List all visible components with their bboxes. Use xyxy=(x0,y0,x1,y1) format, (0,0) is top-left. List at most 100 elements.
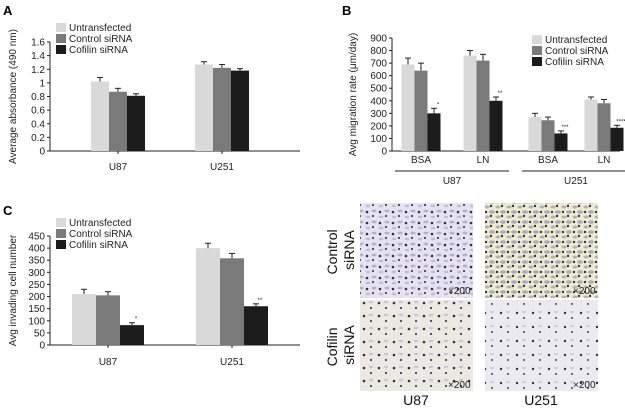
panel-b-bar-cofilin-sirna xyxy=(554,133,568,151)
panel-c-legend-swatch xyxy=(56,218,66,227)
panel-a-category-label: U87 xyxy=(109,162,128,173)
panel-a-y-tick-label: 0 xyxy=(39,147,45,158)
panel-b-bar-control-sirna xyxy=(597,103,611,151)
panel-b-group-label: U87 xyxy=(443,176,462,187)
panel-b-bar-untransfected xyxy=(584,99,598,151)
panel-a-bar-untransfected xyxy=(91,81,109,151)
panel-b-legend-label: Control siRNA xyxy=(545,46,609,57)
panel-a-legend-label: Untransfected xyxy=(69,23,131,34)
panel-c-y-tick-label: 350 xyxy=(28,256,45,267)
panel-b-significance: ** xyxy=(498,91,503,97)
row-label-control-line2: siRNA xyxy=(341,230,357,270)
row-label-control-line1: Control xyxy=(324,229,340,274)
row-label-cofilin: Cofilin siRNA xyxy=(324,324,357,367)
panel-b-y-tick-label: 800 xyxy=(370,46,387,57)
panel-b-legend-swatch xyxy=(532,46,542,55)
panel-a-bar-control-sirna xyxy=(109,91,127,151)
panel-b-significance: *** xyxy=(561,125,569,131)
panel-a-y-label: Average absorbance (490 nm) xyxy=(8,29,19,164)
panel-b-bar-cofilin-sirna xyxy=(427,113,441,151)
panel-b-category-label: LN xyxy=(477,155,490,166)
panel-c-y-tick-label: 250 xyxy=(28,280,45,291)
panel-b-group-label: U251 xyxy=(564,176,588,187)
panel-b-significance: * xyxy=(437,102,440,108)
panel-c-y-label: Avg invading cell number xyxy=(8,234,19,346)
panel-b-y-tick-label: 200 xyxy=(370,121,387,132)
magnification-label: ×200 xyxy=(573,380,596,391)
panel-a-legend-label: Control siRNA xyxy=(69,34,133,45)
micrograph-cofilin-u251-cells xyxy=(485,300,598,391)
panel-a-bar-control-sirna xyxy=(213,67,231,151)
panel-c-legend-label: Cofilin siRNA xyxy=(69,240,128,251)
panel-c-legend-label: Control siRNA xyxy=(69,229,133,240)
panel-b-bar-untransfected xyxy=(463,55,477,152)
panel-c-y-tick-label: 200 xyxy=(28,292,45,303)
panel-a-y-tick-label: 0.8 xyxy=(31,92,45,103)
panel-b-y-tick-label: 700 xyxy=(370,59,387,70)
micrograph-control-u87-cells xyxy=(360,203,473,298)
panel-b-y-tick-label: 500 xyxy=(370,84,387,95)
panel-b-category-label: BSA xyxy=(538,155,558,166)
panel-c-significance: * xyxy=(135,317,138,323)
panel-c-legend-label: Untransfected xyxy=(69,218,131,229)
panel-c-legend-swatch xyxy=(56,240,66,249)
panel-b-legend-swatch xyxy=(532,35,542,44)
panel-c-y-tick-label: 100 xyxy=(28,316,45,327)
panel-a-legend-swatch xyxy=(56,23,66,32)
panel-b-y-tick-label: 400 xyxy=(370,96,387,107)
panel-b-bar-control-sirna xyxy=(414,70,428,151)
panel-c-category-label: U251 xyxy=(220,357,244,368)
panel-b-category-label: BSA xyxy=(411,155,431,166)
panel-b-y-tick-label: 0 xyxy=(381,147,387,158)
panel-b-y-tick-label: 100 xyxy=(370,134,387,145)
panel-c-y-tick-label: 300 xyxy=(28,268,45,279)
panel-b-bar-control-sirna xyxy=(541,120,555,151)
row-label-control: Control siRNA xyxy=(324,225,357,274)
panel-a-letter: A xyxy=(3,3,13,18)
panel-c-bar-cofilin-sirna xyxy=(244,306,268,345)
panel-c-significance: ** xyxy=(258,298,263,304)
panel-a-y-tick-label: 1.6 xyxy=(31,38,45,49)
panel-a-legend-label: Cofilin siRNA xyxy=(69,45,128,56)
panel-b-letter: B xyxy=(342,3,351,18)
panel-b-y-tick-label: 900 xyxy=(370,34,387,45)
panel-a-legend-swatch xyxy=(56,45,66,54)
panel-a-y-tick-label: 1.2 xyxy=(31,65,45,76)
panel-a-y-tick-label: 0.4 xyxy=(31,119,45,130)
panel-c-y-tick-label: 150 xyxy=(28,304,45,315)
panel-b-category-label: LN xyxy=(598,155,611,166)
panel-c-bar-untransfected xyxy=(196,248,220,345)
panel-b-bar-control-sirna xyxy=(476,60,490,151)
panel-b-legend-label: Cofilin siRNA xyxy=(545,57,604,68)
panel-b-bar-untransfected xyxy=(528,117,542,151)
panel-b-bar-untransfected xyxy=(401,64,415,151)
col-label-u87: U87 xyxy=(403,392,429,408)
panel-b-y-tick-label: 600 xyxy=(370,71,387,82)
panel-a-y-tick-label: 0.2 xyxy=(31,133,45,144)
panel-c-y-tick-label: 450 xyxy=(28,232,45,243)
magnification-label: ×200 xyxy=(573,286,596,297)
panel-c-y-tick-label: 0 xyxy=(39,341,45,352)
panel-c-category-label: U87 xyxy=(99,357,118,368)
panel-a-category-label: U251 xyxy=(210,162,234,173)
panel-c-bar-control-sirna xyxy=(96,295,120,345)
panel-c-y-tick-label: 400 xyxy=(28,244,45,255)
micrograph-control-u251-cells xyxy=(485,203,598,298)
row-label-cofilin-line2: siRNA xyxy=(341,325,357,365)
row-label-cofilin-line1: Cofilin xyxy=(324,327,340,366)
panel-c-bar-untransfected xyxy=(72,294,96,345)
panel-a-y-tick-label: 1.4 xyxy=(31,51,45,62)
panel-c-bar-control-sirna xyxy=(220,258,244,345)
panel-c-letter: C xyxy=(3,203,13,218)
panel-a-bar-cofilin-sirna xyxy=(127,95,145,151)
panel-b-legend-swatch xyxy=(532,57,542,66)
panel-c-legend-swatch xyxy=(56,229,66,238)
panel-a-y-tick-label: 0.6 xyxy=(31,106,45,117)
panel-b-significance: **** xyxy=(616,119,625,125)
panel-a-bar-untransfected xyxy=(195,64,213,151)
panel-b-y-label: Avg migration rate (μm/day) xyxy=(348,33,359,156)
magnification-label: ×200 xyxy=(448,286,471,297)
panel-a-legend-swatch xyxy=(56,34,66,43)
panel-b-legend-label: Untransfected xyxy=(545,35,607,46)
